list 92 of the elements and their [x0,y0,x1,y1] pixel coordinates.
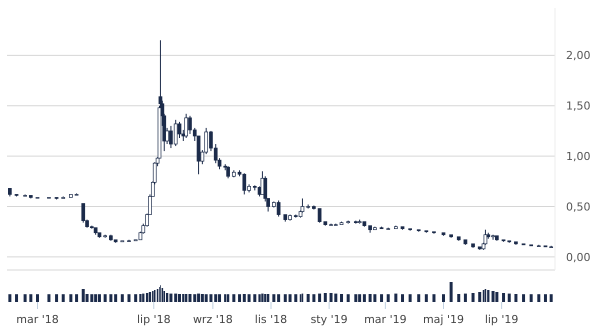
bar [36,294,39,302]
bar [75,294,78,302]
y-tick-label: 0,00 [566,250,590,264]
bar [253,294,256,302]
bar [82,289,85,302]
bar [537,294,540,302]
bar [312,294,316,302]
bar [29,294,32,302]
bar [334,294,338,302]
bar [442,294,445,302]
bar [472,293,475,302]
bar [55,294,58,302]
bar [142,294,144,302]
bar [294,294,298,302]
bar [200,294,204,302]
bar [394,294,398,302]
bar [514,294,518,302]
bar [166,293,168,302]
bar [178,294,181,302]
bar [90,294,94,302]
bar [502,293,506,302]
bar [544,294,547,302]
bar [266,294,270,302]
x-tick-label: wrz '18 [192,313,233,326]
bar [492,291,495,302]
bar [340,294,344,302]
x-tick-label: maj '19 [422,313,464,326]
bar [134,294,138,302]
bar [550,294,553,302]
candlestick [318,208,322,224]
bar [386,294,390,302]
bar [450,282,453,302]
bar [8,294,12,302]
bar [330,293,333,302]
bar [380,294,384,302]
candlestick [81,202,86,224]
candlestick [300,198,304,214]
bar [408,294,412,302]
bar [318,294,322,302]
y-tick-label: 2,00 [566,49,590,62]
y-tick-label: 0,50 [566,200,590,214]
bar [373,294,376,302]
bar [487,290,490,302]
bar [120,294,124,302]
bar [522,294,526,302]
bar [306,294,310,302]
bar [127,294,130,302]
bar [238,294,242,302]
bar [204,294,208,302]
bar [464,294,467,302]
bar [258,294,261,302]
candlestick [184,113,188,138]
bar [62,294,65,302]
y-tick-label: 1,00 [566,150,590,163]
bar [432,294,436,302]
candlestick [226,166,230,179]
bar [354,294,358,302]
y-tick-label: 1,50 [566,100,590,113]
bar [417,294,420,302]
bar [226,294,230,302]
bar [457,294,460,302]
bar [324,293,327,302]
x-tick-label: mar '18 [16,313,59,326]
bar [104,294,107,302]
x-tick-label: sty '19 [310,313,348,326]
bar [224,294,226,302]
bar [401,294,404,302]
bar [346,294,350,302]
bar [47,294,50,302]
bar [69,294,72,302]
bar [232,294,236,302]
bar [424,294,428,302]
bar [15,294,18,302]
x-tick-label: lip '18 [136,313,171,326]
bar [368,294,372,302]
bar [218,294,222,302]
bar [478,292,482,302]
bar [530,294,533,302]
bar [94,294,98,302]
bar [508,294,511,302]
bar [264,294,266,302]
bar [197,294,200,302]
bar [362,294,366,302]
x-tick-label: lis '18 [254,313,288,326]
bar [98,294,101,302]
x-tick-label: mar '19 [364,313,407,326]
bar [24,294,27,302]
bar [358,294,362,302]
x-tick-label: lip '19 [484,313,518,326]
bar [182,294,184,302]
bar [495,292,498,302]
bar [185,294,188,302]
